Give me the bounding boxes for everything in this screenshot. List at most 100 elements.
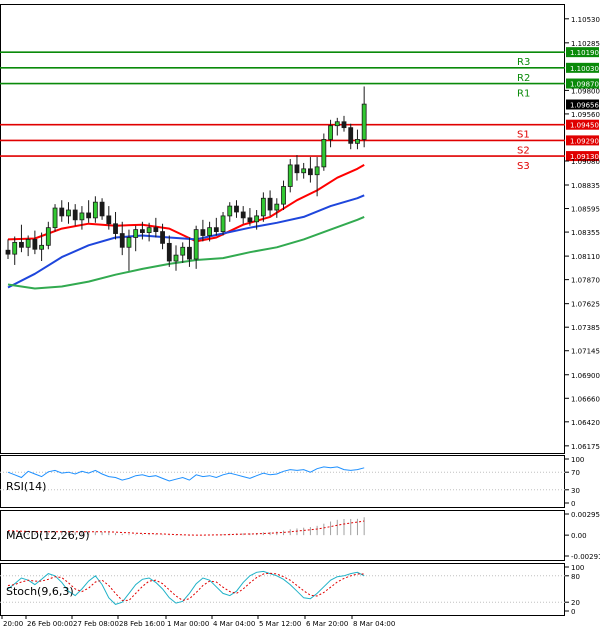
candle <box>106 206 112 230</box>
price-tick-label: 1.06420 <box>571 419 600 427</box>
level-price-box-r2 <box>566 62 599 73</box>
candle <box>321 133 327 171</box>
support-resistance-levels: R3 1.10190 R2 1.10030 R1 1.09870 S1 1.09450 S2 1.… <box>0 47 599 172</box>
rsi-tick-label: 0 <box>571 500 575 508</box>
pane-border-rsi <box>0 455 565 508</box>
candle <box>227 202 233 222</box>
candle <box>119 221 125 256</box>
candle <box>52 204 58 232</box>
time-tick-label: 6 Mar 20:00 <box>306 620 348 628</box>
candle-body-down <box>240 211 246 219</box>
candle-body-down <box>200 229 206 236</box>
candle <box>139 221 145 240</box>
candle-body-up <box>328 125 333 140</box>
price-tick-label: 1.08110 <box>571 253 600 261</box>
price-axis: 1.10530 1.10285 1.09800 1.09560 1.09080 1.088… <box>565 16 600 451</box>
candle <box>5 239 11 260</box>
stoch-tick-label: 20 <box>571 599 580 607</box>
candle-body-down <box>307 168 313 176</box>
pane-border-stoch <box>0 563 565 616</box>
candle <box>173 245 179 271</box>
candle-body-up <box>52 207 58 229</box>
rsi-tick-label: 70 <box>571 469 580 477</box>
candle-body-up <box>66 209 71 217</box>
stoch-tick-label: 80 <box>571 573 580 581</box>
chart-frame <box>0 4 565 616</box>
candle-body-down <box>187 246 192 260</box>
time-tick-label: 8 Mar 04:00 <box>353 620 395 628</box>
macd-tick-label: 0.00 <box>571 532 587 540</box>
candle-body-down <box>294 164 300 174</box>
time-tick-label: 26 Feb 00:00 <box>27 620 73 628</box>
level-price-label-r3: 1.10190 <box>570 49 599 57</box>
candle <box>45 221 51 250</box>
candle <box>220 211 226 236</box>
candle-body-up <box>334 121 340 127</box>
candle-body-up <box>193 229 199 260</box>
price-tick-label: 1.08835 <box>571 182 600 190</box>
candlesticks <box>5 86 367 271</box>
candle-body-up <box>301 168 307 174</box>
macd-tick-label: -0.002917 <box>571 553 600 561</box>
candle <box>113 211 118 240</box>
stoch-label: Stoch(9,6,3) <box>6 585 74 598</box>
candle <box>200 219 206 242</box>
candle-body-down <box>267 197 273 211</box>
candle-body-up <box>314 166 320 176</box>
time-tick-label: 27 Feb 08:00 <box>73 620 119 628</box>
candle <box>99 198 105 220</box>
level-price-label-r1: 1.09870 <box>570 81 599 89</box>
candle <box>247 208 253 226</box>
level-name-r2: R2 <box>517 73 530 84</box>
candle <box>92 196 98 223</box>
price-tick-label: 1.06175 <box>571 443 600 451</box>
macd-label: MACD(12,26,9) <box>6 529 90 542</box>
candle <box>160 223 165 250</box>
rsi-tick-label: 100 <box>571 456 584 464</box>
candle-body-down <box>213 227 219 232</box>
stoch-k-line <box>7 570 365 605</box>
level-name-r1: R1 <box>517 89 530 100</box>
rsi-pane: 100 70 30 0 RSI(14) <box>0 456 584 508</box>
candle-body-up <box>92 201 98 219</box>
macd-signal-line <box>7 520 365 536</box>
candle-body-up <box>321 139 327 168</box>
price-pane: R3 1.10190 R2 1.10030 R1 1.09870 S1 1.09450 S2 1.… <box>0 16 600 451</box>
candle <box>146 222 152 242</box>
price-tick-label: 1.07870 <box>571 277 600 285</box>
candle-body-down <box>99 201 105 217</box>
candle-body-down <box>166 242 172 262</box>
candle-body-down <box>5 249 11 255</box>
candle-body-up <box>126 237 132 248</box>
price-tick-label: 1.10285 <box>571 40 600 48</box>
candle <box>79 206 85 230</box>
price-tick-label: 1.10530 <box>571 16 600 24</box>
current-price-box <box>566 99 599 110</box>
candle-body-down <box>341 121 347 129</box>
candle <box>207 221 213 242</box>
candle <box>32 230 38 255</box>
price-tick-label: 1.07145 <box>571 348 600 356</box>
candle-body-down <box>72 209 78 221</box>
price-tick-label: 1.09560 <box>571 111 600 119</box>
time-tick-label: 1 Mar 00:00 <box>167 620 209 628</box>
candle <box>187 237 192 267</box>
candle-body-down <box>247 217 253 223</box>
candle <box>126 229 132 271</box>
candle-body-up <box>355 139 360 144</box>
time-tick-label: 5 Mar 12:00 <box>259 620 301 628</box>
candle <box>234 200 239 218</box>
candle-body-down <box>86 212 92 219</box>
candle-body-up <box>227 205 233 217</box>
candle <box>254 210 260 230</box>
candle-body-up <box>287 164 293 187</box>
candle <box>267 190 273 216</box>
price-tick-label: 1.07625 <box>571 301 600 309</box>
level-price-box-r1 <box>566 78 599 89</box>
candle-body-down <box>119 233 125 248</box>
candle <box>314 157 320 197</box>
price-tick-label: 1.06660 <box>571 395 600 403</box>
level-price-label-s3: 1.09130 <box>570 153 599 161</box>
candle-body-down <box>160 231 165 244</box>
candle <box>39 232 44 262</box>
